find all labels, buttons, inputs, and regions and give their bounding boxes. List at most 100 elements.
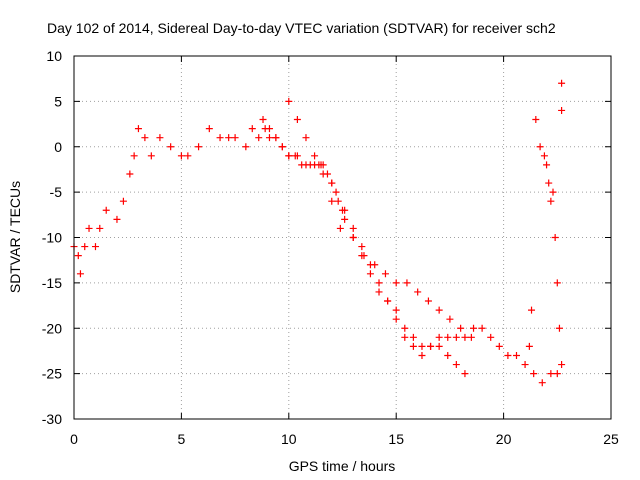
series-track-c [317, 161, 475, 341]
data-point [392, 306, 400, 314]
data-point [349, 224, 357, 232]
data-point [147, 152, 155, 160]
data-point [536, 143, 544, 151]
y-tick-label: -10 [42, 230, 62, 246]
data-point [540, 152, 548, 160]
plot-frame [73, 55, 612, 420]
data-point [467, 333, 475, 341]
data-point [302, 134, 310, 142]
x-tick-label: 10 [281, 431, 297, 447]
data-point [265, 125, 273, 133]
data-point [366, 270, 374, 278]
data-point [403, 279, 411, 287]
data-point [242, 143, 250, 151]
data-point [495, 342, 503, 350]
data-point [360, 252, 368, 260]
data-point [205, 125, 213, 133]
data-point [341, 215, 349, 223]
data-point [225, 134, 233, 142]
x-tick-label: 25 [603, 431, 619, 447]
data-point [446, 315, 454, 323]
data-point [259, 116, 267, 124]
data-point [184, 152, 192, 160]
data-point [525, 342, 533, 350]
data-point [418, 351, 426, 359]
data-point [553, 279, 561, 287]
data-point [96, 224, 104, 232]
data-point [113, 215, 121, 223]
data-point [319, 170, 327, 178]
data-point [328, 197, 336, 205]
data-point [555, 324, 563, 332]
data-point [558, 361, 566, 369]
data-point [427, 342, 435, 350]
data-point [81, 243, 89, 251]
data-point [272, 134, 280, 142]
x-tick-label: 5 [178, 431, 186, 447]
data-point [119, 197, 127, 205]
data-point [76, 270, 84, 278]
data-point [504, 351, 512, 359]
data-point [311, 152, 319, 160]
data-point [156, 134, 164, 142]
data-point [452, 333, 460, 341]
series-track-a [70, 125, 566, 387]
data-point [317, 161, 325, 169]
data-point [358, 243, 366, 251]
data-point [298, 161, 306, 169]
data-point [401, 324, 409, 332]
data-point [409, 333, 417, 341]
data-point [435, 342, 443, 350]
data-point [74, 252, 82, 260]
data-point [444, 351, 452, 359]
x-tick-label: 20 [496, 431, 512, 447]
data-point [332, 188, 340, 196]
data-point [409, 342, 417, 350]
data-point [512, 351, 520, 359]
data-point [551, 234, 559, 241]
data-point [285, 152, 293, 160]
data-point [126, 170, 134, 178]
data-point [543, 161, 551, 169]
data-point [435, 306, 443, 314]
data-point [285, 97, 293, 105]
data-point [102, 206, 110, 214]
data-point [384, 297, 392, 305]
grid [74, 56, 611, 419]
data-point [457, 324, 465, 332]
x-tick-label: 15 [388, 431, 404, 447]
data-point [293, 116, 301, 124]
data-point [392, 279, 400, 287]
data-point [558, 79, 566, 87]
data-point [141, 134, 149, 142]
data-point [558, 106, 566, 114]
data-point [328, 179, 336, 187]
y-tick-label: 5 [54, 93, 62, 109]
y-tick-label: -5 [50, 184, 63, 200]
data-point [487, 333, 495, 341]
y-tick-label: -25 [42, 366, 62, 382]
data-point [339, 206, 346, 214]
data-point [349, 234, 357, 241]
data-point [444, 333, 452, 341]
data-point [392, 315, 400, 323]
data-point [452, 361, 460, 369]
data-point [435, 333, 443, 341]
chart-title: Day 102 of 2014, Sidereal Day-to-day VTE… [47, 20, 556, 36]
data-point [278, 143, 286, 151]
data-point [461, 333, 469, 341]
y-tick-label: -20 [42, 320, 62, 336]
data-point [545, 179, 553, 187]
data-point [478, 324, 486, 332]
data-point [549, 188, 557, 196]
data-points [70, 79, 566, 387]
data-point [134, 125, 142, 133]
data-point [530, 370, 538, 378]
y-tick-label: -15 [42, 275, 62, 291]
data-point [371, 261, 379, 269]
data-point [306, 161, 314, 169]
data-point [381, 270, 389, 278]
data-point [470, 324, 478, 332]
data-point [375, 288, 383, 296]
data-point [414, 288, 422, 296]
